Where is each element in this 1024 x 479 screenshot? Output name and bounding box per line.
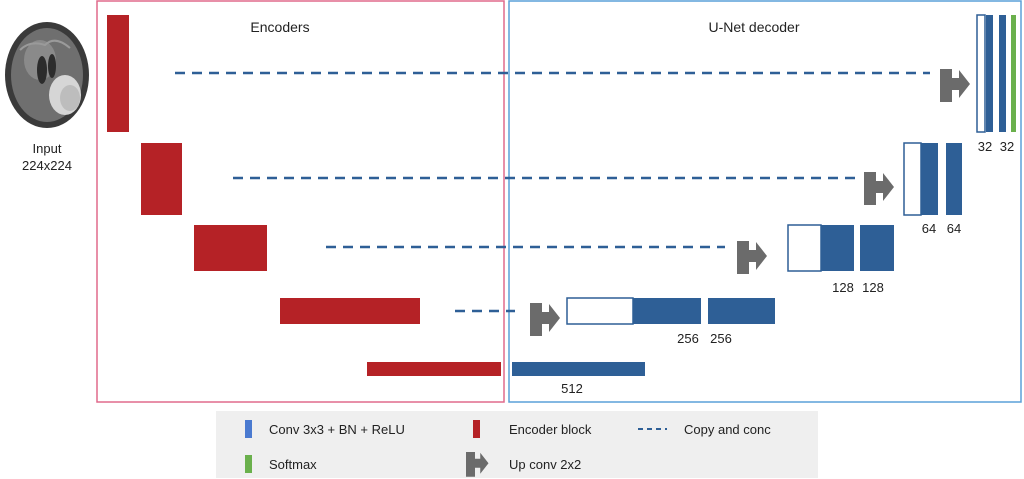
decoder-conv-block-0a bbox=[986, 15, 993, 132]
legend-softmax-label: Softmax bbox=[269, 457, 317, 472]
decoder-bottleneck-block bbox=[512, 362, 645, 376]
encoders-title: Encoders bbox=[250, 19, 309, 35]
up-conv-arrow-2 bbox=[737, 241, 767, 274]
encoder-block-2 bbox=[141, 143, 182, 215]
channel-label-128-b: 128 bbox=[862, 280, 884, 295]
legend-upconv-swatch bbox=[466, 452, 489, 477]
channel-label-64-a: 64 bbox=[922, 221, 936, 236]
channel-label-128-a: 128 bbox=[832, 280, 854, 295]
decoder-concat-placeholder-0 bbox=[976, 14, 986, 133]
encoder-block-1 bbox=[107, 15, 129, 132]
legend: Conv 3x3 + BN + ReLU Encoder block Copy … bbox=[216, 411, 818, 478]
channel-label-512: 512 bbox=[561, 381, 583, 396]
decoder-concat-placeholder-1 bbox=[903, 142, 922, 216]
up-conv-arrow-4 bbox=[940, 69, 970, 102]
decoder-title: U-Net decoder bbox=[708, 19, 799, 35]
decoder-conv-block-0b bbox=[999, 15, 1006, 132]
decoder-conv-block-2b bbox=[860, 225, 894, 271]
encoder-block-4 bbox=[280, 298, 420, 324]
decoder-conv-block-3b bbox=[708, 298, 775, 324]
legend-copy-label: Copy and conc bbox=[684, 422, 771, 437]
legend-softmax-swatch bbox=[245, 455, 252, 473]
up-conv-arrow-1 bbox=[530, 303, 560, 336]
input-mri-image bbox=[4, 18, 96, 130]
decoder-conv-block-2a bbox=[821, 225, 854, 271]
encoders-frame bbox=[96, 0, 505, 403]
channel-label-256-b: 256 bbox=[710, 331, 732, 346]
decoder-conv-block-3a bbox=[633, 298, 701, 324]
decoder-conv-block-1a bbox=[921, 143, 938, 215]
channel-label-32-b: 32 bbox=[1000, 139, 1014, 154]
legend-conv-label: Conv 3x3 + BN + ReLU bbox=[269, 422, 405, 437]
legend-encoder-label: Encoder block bbox=[509, 422, 592, 437]
encoder-block-3 bbox=[194, 225, 267, 271]
legend-background bbox=[216, 411, 818, 478]
channel-label-64-b: 64 bbox=[947, 221, 961, 236]
input-label-line1: Input bbox=[33, 141, 62, 156]
decoder-frame bbox=[508, 0, 1022, 403]
up-conv-arrow-3 bbox=[864, 172, 894, 205]
input-label-line2: 224x224 bbox=[22, 158, 72, 173]
channel-label-32-a: 32 bbox=[978, 139, 992, 154]
legend-upconv-label: Up conv 2x2 bbox=[509, 457, 581, 472]
encoder-block-5 bbox=[367, 362, 501, 376]
channel-label-256-a: 256 bbox=[677, 331, 699, 346]
softmax-block bbox=[1011, 15, 1016, 132]
decoder-concat-placeholder-3 bbox=[566, 297, 634, 325]
decoder-conv-block-1b bbox=[946, 143, 962, 215]
legend-encoder-swatch bbox=[473, 420, 480, 438]
decoder-concat-placeholder-2 bbox=[787, 224, 822, 272]
legend-conv-swatch bbox=[245, 420, 252, 438]
